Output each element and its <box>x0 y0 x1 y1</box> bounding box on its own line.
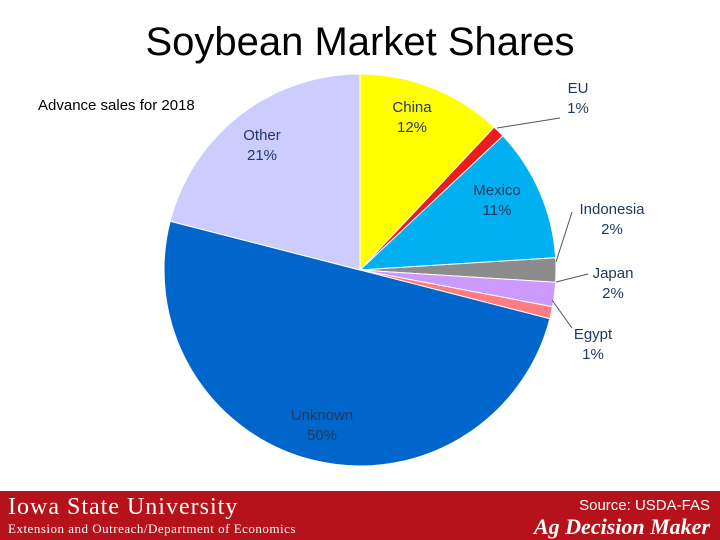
leader-line-eu <box>496 117 561 129</box>
slice-label-mexico: Mexico <box>473 182 521 199</box>
pie-chart: China 12% EU 1% Mexico 11% Indonesia 2% Japan 2% E… <box>163 73 645 467</box>
leader-line-egypt <box>551 299 573 329</box>
brand-logo-text: Ag Decision Maker <box>534 514 710 539</box>
slice-value-other: 21% <box>247 147 277 164</box>
page-title: Soybean Market Shares <box>145 20 575 64</box>
slice-value-japan: 2% <box>602 285 624 302</box>
chart-subtitle: Advance sales for 2018 <box>38 97 195 114</box>
slice-label-indonesia: Indonesia <box>579 201 645 218</box>
slice-label-eu: EU <box>568 80 589 97</box>
slice-label-unknown: Unknown <box>291 407 354 424</box>
slice-label-egypt: Egypt <box>574 326 613 343</box>
slice-value-mexico: 11% <box>483 202 512 219</box>
leader-line-indonesia <box>555 211 573 263</box>
pie-slice-unknown <box>163 220 551 467</box>
pie-slice-mexico <box>358 135 557 271</box>
pie-slice-other <box>169 73 361 271</box>
university-logo-text: Iowa State University <box>8 494 239 520</box>
slice-value-egypt: 1% <box>582 346 604 363</box>
department-text: Extension and Outreach/Department of Eco… <box>8 521 296 536</box>
slice-value-unknown: 50% <box>307 427 337 444</box>
slice-label-japan: Japan <box>593 265 634 282</box>
slice-value-eu: 1% <box>567 100 589 117</box>
leader-line-japan <box>555 273 589 283</box>
slice-value-indonesia: 2% <box>601 221 623 238</box>
slice-value-china: 12% <box>397 119 427 136</box>
footer-bar <box>0 491 720 540</box>
source-note: Source: USDA-FAS <box>579 497 710 514</box>
slice-label-china: China <box>392 99 432 116</box>
slice-label-other: Other <box>243 127 281 144</box>
pie-slice-china <box>359 73 495 272</box>
